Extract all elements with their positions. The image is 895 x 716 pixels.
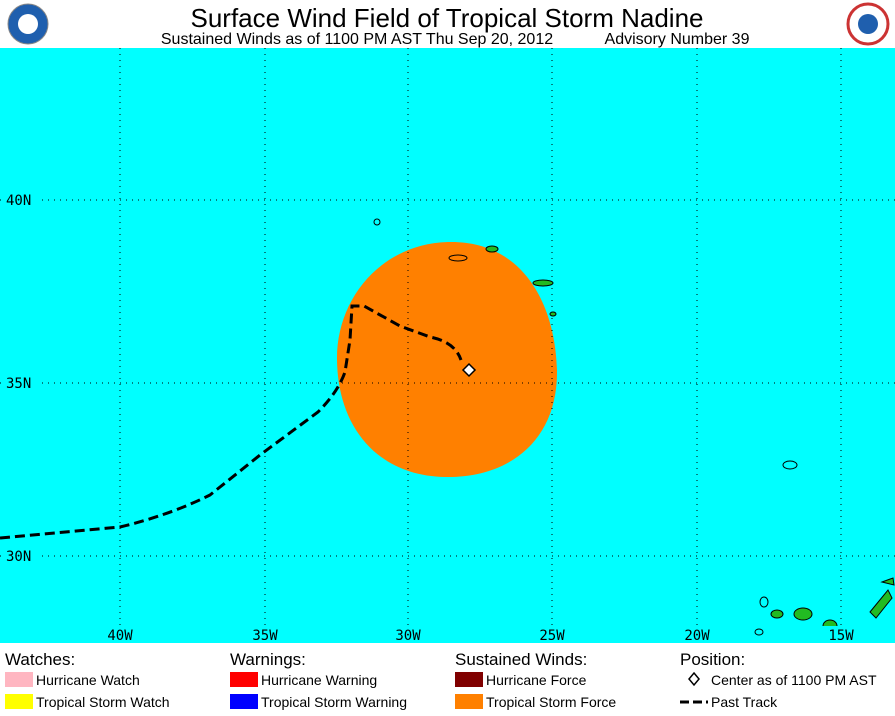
lon-label: 25W <box>539 628 565 644</box>
lat-label: 30N <box>6 549 31 565</box>
lon-label: 15W <box>828 628 854 644</box>
lon-label: 20W <box>684 628 710 644</box>
lat-label: 40N <box>6 193 31 209</box>
label-bg <box>245 626 285 643</box>
legend-title: Warnings: <box>230 650 306 669</box>
legend: Watches: Hurricane Watch Tropical Storm … <box>5 650 877 710</box>
label-bg <box>677 626 717 643</box>
center-symbol <box>688 671 700 687</box>
advisory: Advisory Number 39 <box>605 31 750 48</box>
legend-title: Sustained Winds: <box>455 650 587 669</box>
legend-title: Watches: <box>5 650 75 669</box>
header-bg <box>0 0 895 48</box>
title: Surface Wind Field of Tropical Storm Nad… <box>191 3 704 33</box>
storm-center <box>461 362 477 378</box>
nws-logo-inner <box>858 14 878 34</box>
legend-item: Center as of 1100 PM AST <box>711 672 877 688</box>
legend-item: Past Track <box>711 694 778 710</box>
legend-item: Hurricane Watch <box>36 672 140 688</box>
past-track <box>0 304 463 540</box>
legend-bg <box>0 643 895 716</box>
noaa-logo-inner <box>18 14 38 34</box>
legend-item: Hurricane Force <box>486 672 587 688</box>
label-bg <box>100 626 140 643</box>
swatch <box>230 672 258 687</box>
lon-label: 40W <box>107 628 133 644</box>
legend-item: Tropical Storm Force <box>486 694 616 710</box>
lat-label: 35N <box>6 376 31 392</box>
label-bg <box>821 626 861 643</box>
subtitle: Sustained Winds as of 1100 PM AST Thu Se… <box>161 31 553 48</box>
swatch <box>5 672 33 687</box>
coordinate-labels: 40N 35N 30N 40W 35W 30W 25W 20W 15W <box>4 191 861 644</box>
islands <box>373 218 895 636</box>
legend-title: Position: <box>680 650 745 669</box>
label-bg <box>4 374 40 391</box>
label-bg <box>532 626 572 643</box>
legend-item: Hurricane Warning <box>261 672 377 688</box>
legend-item: Tropical Storm Warning <box>261 694 407 710</box>
label-bg <box>4 191 40 208</box>
swatch <box>455 694 483 709</box>
map: 40N 35N 30N 40W 35W 30W 25W 20W 15W <box>0 48 895 644</box>
legend-item: Tropical Storm Watch <box>36 694 170 710</box>
swatch <box>455 672 483 687</box>
label-bg <box>388 626 428 643</box>
label-bg <box>4 547 40 564</box>
tropical-storm-wind-field <box>336 241 558 478</box>
swatch <box>5 694 33 709</box>
lon-label: 35W <box>252 628 278 644</box>
lon-label: 30W <box>395 628 421 644</box>
swatch <box>230 694 258 709</box>
